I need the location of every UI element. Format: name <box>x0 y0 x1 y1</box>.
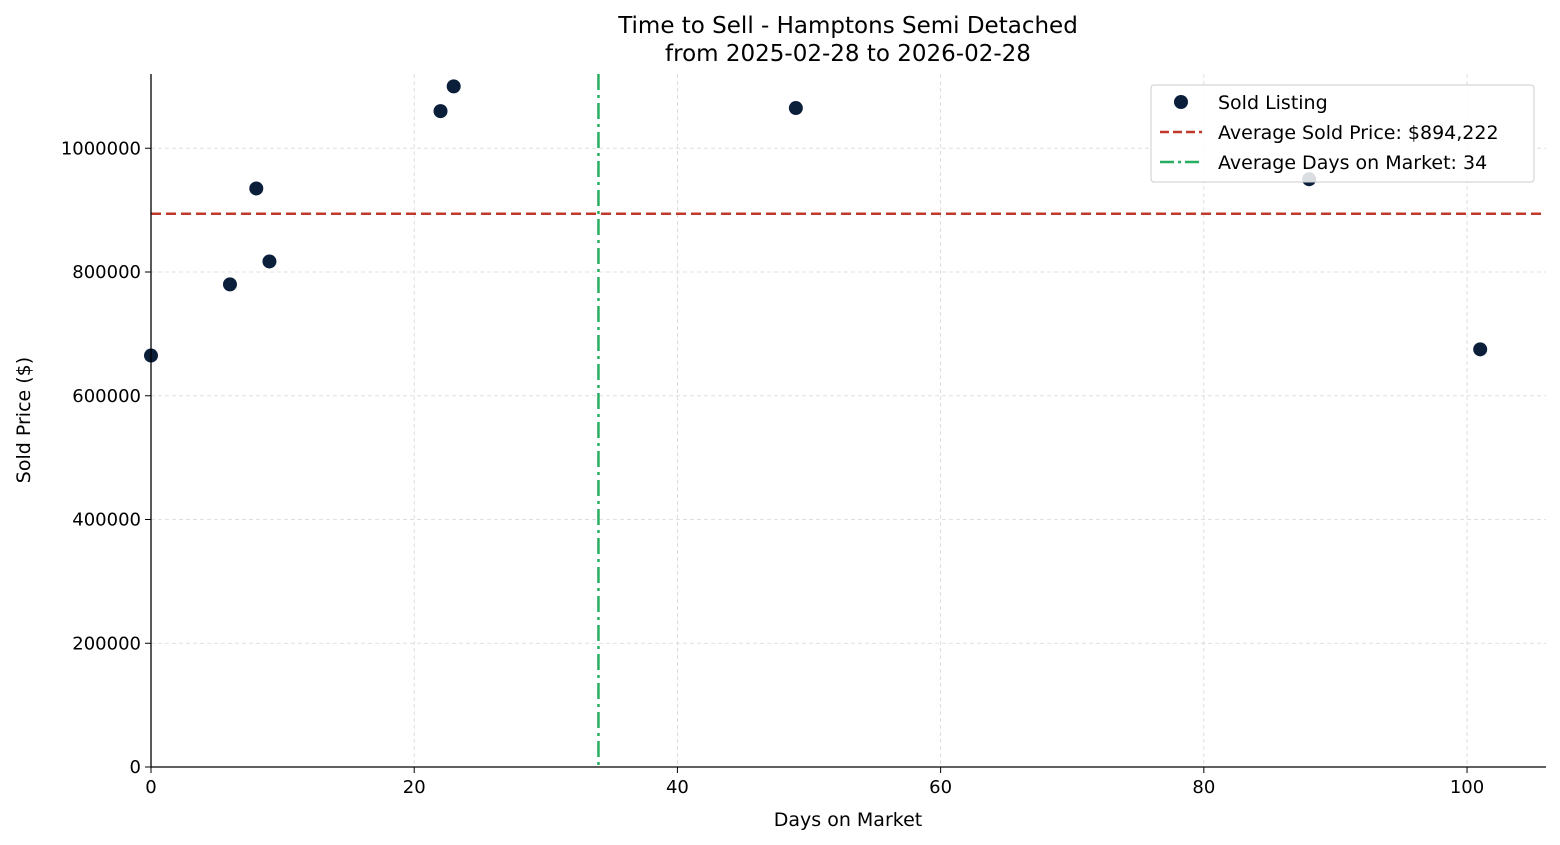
legend: Sold Listing Average Sold Price: $894,22… <box>1150 84 1535 183</box>
y-axis-label: Sold Price ($) <box>13 357 35 483</box>
x-tick-label: 0 <box>145 777 156 798</box>
y-tick-label: 600000 <box>72 386 141 407</box>
chart-subtitle: from 2025-02-28 to 2026-02-28 <box>665 41 1031 67</box>
x-axis-label: Days on Market <box>774 809 922 831</box>
axes: 0 20 40 60 80 100 0 200000 400000 600000 800000 100… <box>61 74 1546 798</box>
data-point <box>222 277 237 292</box>
legend-label-sold-listing: Sold Listing <box>1218 92 1328 114</box>
x-tick-label: 20 <box>403 777 426 798</box>
data-point <box>262 254 277 269</box>
data-point <box>433 104 448 119</box>
chart-title: Time to Sell - Hamptons Semi Detached <box>617 13 1078 39</box>
data-point <box>1473 342 1488 357</box>
x-tick-label: 80 <box>1192 777 1215 798</box>
data-point <box>249 181 264 196</box>
y-tick-label: 400000 <box>72 510 141 531</box>
legend-box <box>1150 84 1535 183</box>
legend-label-avg-days: Average Days on Market: 34 <box>1218 152 1487 174</box>
legend-marker-sold-listing <box>1174 95 1188 109</box>
y-tick-label: 0 <box>130 757 141 778</box>
data-point <box>446 79 461 94</box>
x-tick-label: 100 <box>1450 777 1484 798</box>
y-tick-label: 1000000 <box>61 138 141 159</box>
data-point <box>788 101 803 116</box>
reference-lines <box>151 74 1546 767</box>
y-tick-label: 800000 <box>72 262 141 283</box>
legend-label-avg-price: Average Sold Price: $894,222 <box>1218 122 1499 144</box>
y-tick-label: 200000 <box>72 633 141 654</box>
x-tick-label: 40 <box>666 777 689 798</box>
x-tick-label: 60 <box>929 777 952 798</box>
